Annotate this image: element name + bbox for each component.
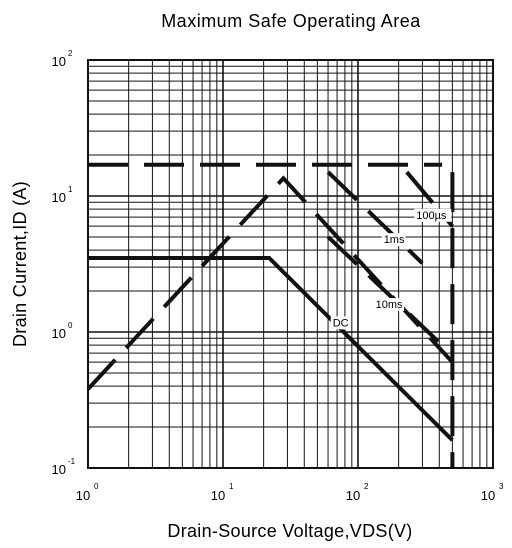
y-tick-label: 10 [52,326,66,341]
plot-frame [87,59,494,469]
y-tick-exponent: 2 [68,49,73,58]
annotation-label: 1ms [384,234,405,246]
annotation-bg [330,316,348,330]
series-line-6 [326,170,424,265]
x-tick-exponent: 2 [364,482,369,491]
x-tick-exponent: 3 [499,482,504,491]
x-tick-label: 10 [346,488,360,503]
y-tick-exponent: 0 [68,321,73,330]
x-tick-label: 10 [481,488,495,503]
x-tick-label: 10 [211,488,225,503]
x-tick-exponent: 1 [229,482,234,491]
annotation-label: 10ms [376,299,403,311]
y-tick-label: 10 [52,54,66,69]
chart-title: Maximum Safe Operating Area [161,11,421,31]
series-line-2 [86,175,454,391]
y-tick-label: 10 [52,462,66,477]
annotation-label: 100µs [416,210,447,222]
y-tick-exponent: 1 [68,185,73,194]
grid [88,60,493,468]
annotation-label: DC [333,317,349,329]
annotations: 100µs 1ms 10ms DC [330,208,452,330]
series-group [86,162,455,468]
annotation-bg [381,233,406,247]
x-axis-label: Drain-Source Voltage,VDS(V) [167,521,412,541]
y-tick-exponent: -1 [68,457,76,466]
annotation-bg [373,298,404,312]
x-tick-labels: 10 0 10 1 10 2 10 3 [76,482,504,503]
annotation-bg [414,208,452,222]
y-tick-label: 10 [52,190,66,205]
x-tick-exponent: 0 [94,482,99,491]
y-axis-label: Drain Current,ID (A) [10,181,30,347]
series-line-7 [326,235,448,351]
series-line-1 [88,256,454,442]
x-tick-label: 10 [76,488,90,503]
